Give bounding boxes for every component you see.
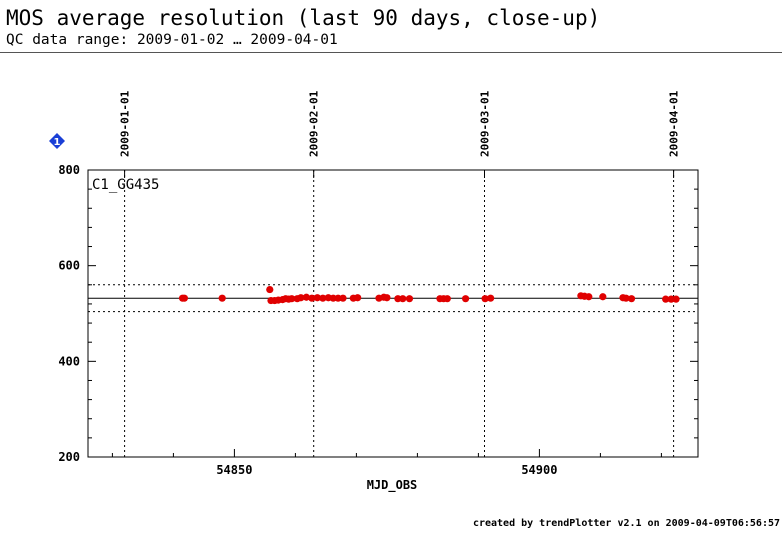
data-point	[585, 293, 593, 301]
data-points	[178, 285, 680, 305]
panel-label: C1_GG435	[92, 177, 159, 193]
data-point	[313, 294, 321, 302]
data-point	[218, 294, 226, 302]
date-marker-label: 2009-02-01	[308, 90, 321, 157]
date-marker-label: 2009-01-01	[119, 90, 132, 157]
data-point	[405, 295, 414, 303]
data-point	[599, 293, 607, 301]
chart-title: MOS average resolution (last 90 days, cl…	[6, 6, 601, 30]
x-tick-label: 54850	[216, 463, 252, 477]
chart-subtitle: QC data range: 2009-01-02 … 2009-04-01	[6, 32, 338, 48]
y-tick-label: 600	[58, 259, 80, 273]
data-point	[481, 295, 489, 303]
data-point	[302, 293, 310, 301]
data-point	[662, 295, 670, 303]
data-point	[383, 294, 391, 302]
date-marker-labels: 2009-01-01 2009-02-01 2009-03-01 2009-04-01	[119, 90, 681, 157]
data-point	[297, 294, 305, 302]
footer-credit: created by trendPlotter v2.1 on 2009-04-…	[472, 518, 780, 529]
y-axis-ticks: 200 400 600 800	[58, 163, 698, 464]
data-point	[319, 294, 327, 302]
data-point	[672, 295, 680, 303]
data-point	[399, 295, 407, 303]
plot-frame	[87, 169, 699, 458]
data-point	[288, 295, 296, 303]
data-point	[622, 294, 630, 302]
data-point	[339, 294, 347, 302]
data-point	[487, 294, 495, 302]
x-axis-label: MJD_OBS	[367, 478, 418, 493]
data-point	[443, 295, 451, 303]
y-tick-label: 200	[58, 450, 80, 464]
info-badge-label: 1	[54, 137, 61, 148]
date-marker-label: 2009-04-01	[668, 90, 681, 157]
data-point	[308, 294, 316, 302]
x-axis-ticks: 54850 54900	[111, 449, 662, 477]
date-marker-label: 2009-03-01	[479, 90, 492, 157]
y-tick-label: 800	[58, 163, 80, 177]
info-badge[interactable]: 1	[49, 133, 65, 149]
data-point	[461, 295, 470, 303]
data-point	[354, 294, 362, 302]
date-marker-lines	[124, 170, 675, 457]
y-tick-label: 400	[58, 354, 80, 368]
reference-lines	[88, 284, 698, 313]
data-point	[180, 294, 188, 302]
data-point	[627, 295, 636, 303]
diamond-icon[interactable]	[49, 133, 65, 149]
header-divider	[0, 52, 782, 53]
x-tick-label: 54900	[521, 463, 557, 477]
data-point	[266, 285, 274, 294]
